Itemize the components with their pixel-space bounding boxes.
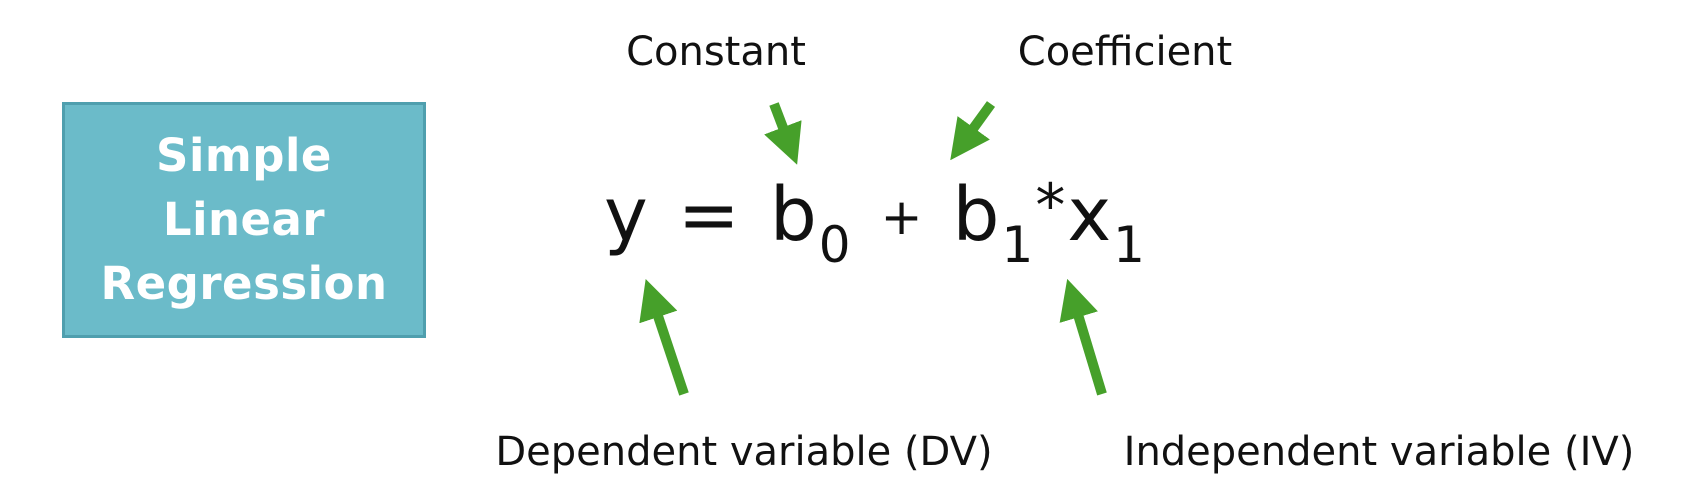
equation-b1-base: b	[952, 172, 1000, 258]
independent-variable-label: Independent variable (IV)	[1123, 429, 1635, 475]
independent-variable-arrow	[1059, 278, 1107, 396]
equation-b0-subscript: 0	[818, 216, 851, 274]
equation-b1-subscript: 1	[1001, 216, 1034, 274]
constant-label: Constant	[626, 29, 806, 75]
equation-star: *	[1035, 171, 1066, 241]
title-line-1: Simple	[156, 129, 332, 182]
constant-arrow	[764, 102, 802, 165]
dependent-variable-arrow	[639, 279, 689, 396]
equation-b0-base: b	[769, 172, 817, 258]
equation-b0: b0	[769, 172, 851, 274]
equation-plus: +	[880, 188, 923, 246]
title-line-3: Regression	[100, 257, 388, 310]
equation-equals: =	[677, 172, 740, 258]
dependent-variable-label: Dependent variable (DV)	[495, 429, 993, 475]
equation-b1: b1	[952, 172, 1034, 274]
coefficient-label: Coefficient	[1017, 29, 1233, 75]
coefficient-arrow	[950, 101, 996, 161]
title-box: Simple Linear Regression	[62, 102, 426, 338]
regression-equation: y = b0 + b1 * x1	[604, 171, 1145, 282]
equation-x1-subscript: 1	[1113, 216, 1145, 274]
equation-x1: x1	[1067, 172, 1145, 274]
title-line-2: Linear	[162, 193, 326, 246]
equation-y: y	[604, 172, 648, 258]
equation-x1-base: x	[1067, 172, 1112, 258]
